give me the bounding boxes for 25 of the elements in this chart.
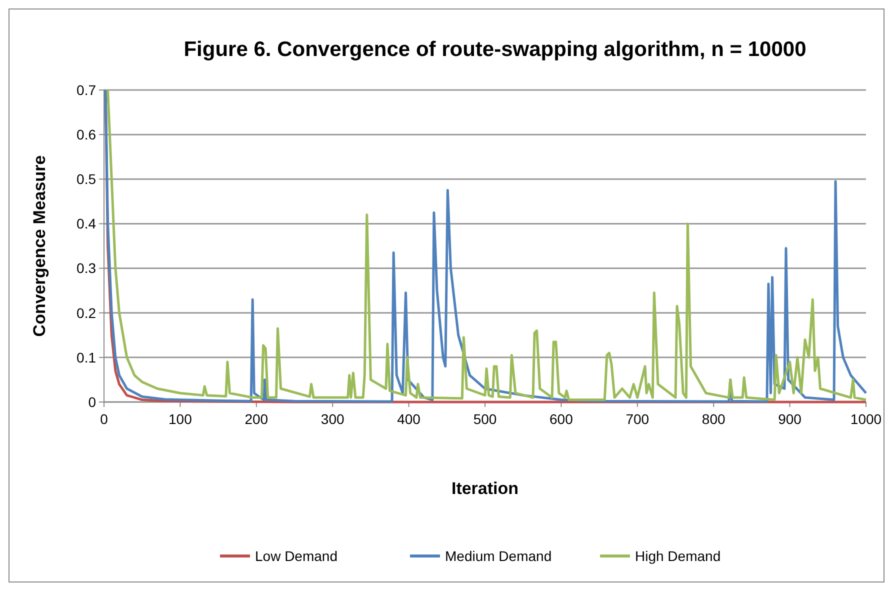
y-tick-label: 0.7 bbox=[76, 82, 96, 98]
x-tick-label: 100 bbox=[168, 411, 192, 427]
x-tick-label: 300 bbox=[320, 411, 344, 427]
chart-title: Figure 6. Convergence of route-swapping algorithm, n = 10000 bbox=[184, 38, 806, 61]
x-tick-label: 400 bbox=[397, 411, 421, 427]
x-tick-label: 700 bbox=[626, 411, 650, 427]
x-tick-label: 0 bbox=[100, 411, 108, 427]
x-tick-label: 200 bbox=[244, 411, 268, 427]
y-axis-title: Convergence Measure bbox=[30, 155, 49, 337]
x-tick-label: 900 bbox=[778, 411, 802, 427]
x-tick-label: 800 bbox=[702, 411, 726, 427]
x-tick-label: 600 bbox=[550, 411, 574, 427]
y-tick-label: 0 bbox=[88, 394, 96, 410]
y-tick-label: 0.3 bbox=[76, 260, 96, 276]
legend-label: High Demand bbox=[635, 548, 721, 564]
y-tick-label: 0.1 bbox=[76, 349, 96, 366]
y-tick-label: 0.4 bbox=[76, 216, 96, 232]
x-tick-label: 1000 bbox=[850, 411, 882, 427]
y-tick-label: 0.5 bbox=[76, 171, 96, 188]
legend-label: Low Demand bbox=[255, 548, 338, 564]
y-tick-label: 0.6 bbox=[76, 126, 96, 142]
y-tick-label: 0.2 bbox=[76, 304, 96, 321]
legend-label: Medium Demand bbox=[445, 548, 552, 564]
x-axis-title: Iteration bbox=[451, 479, 519, 498]
x-tick-label: 500 bbox=[473, 411, 497, 427]
